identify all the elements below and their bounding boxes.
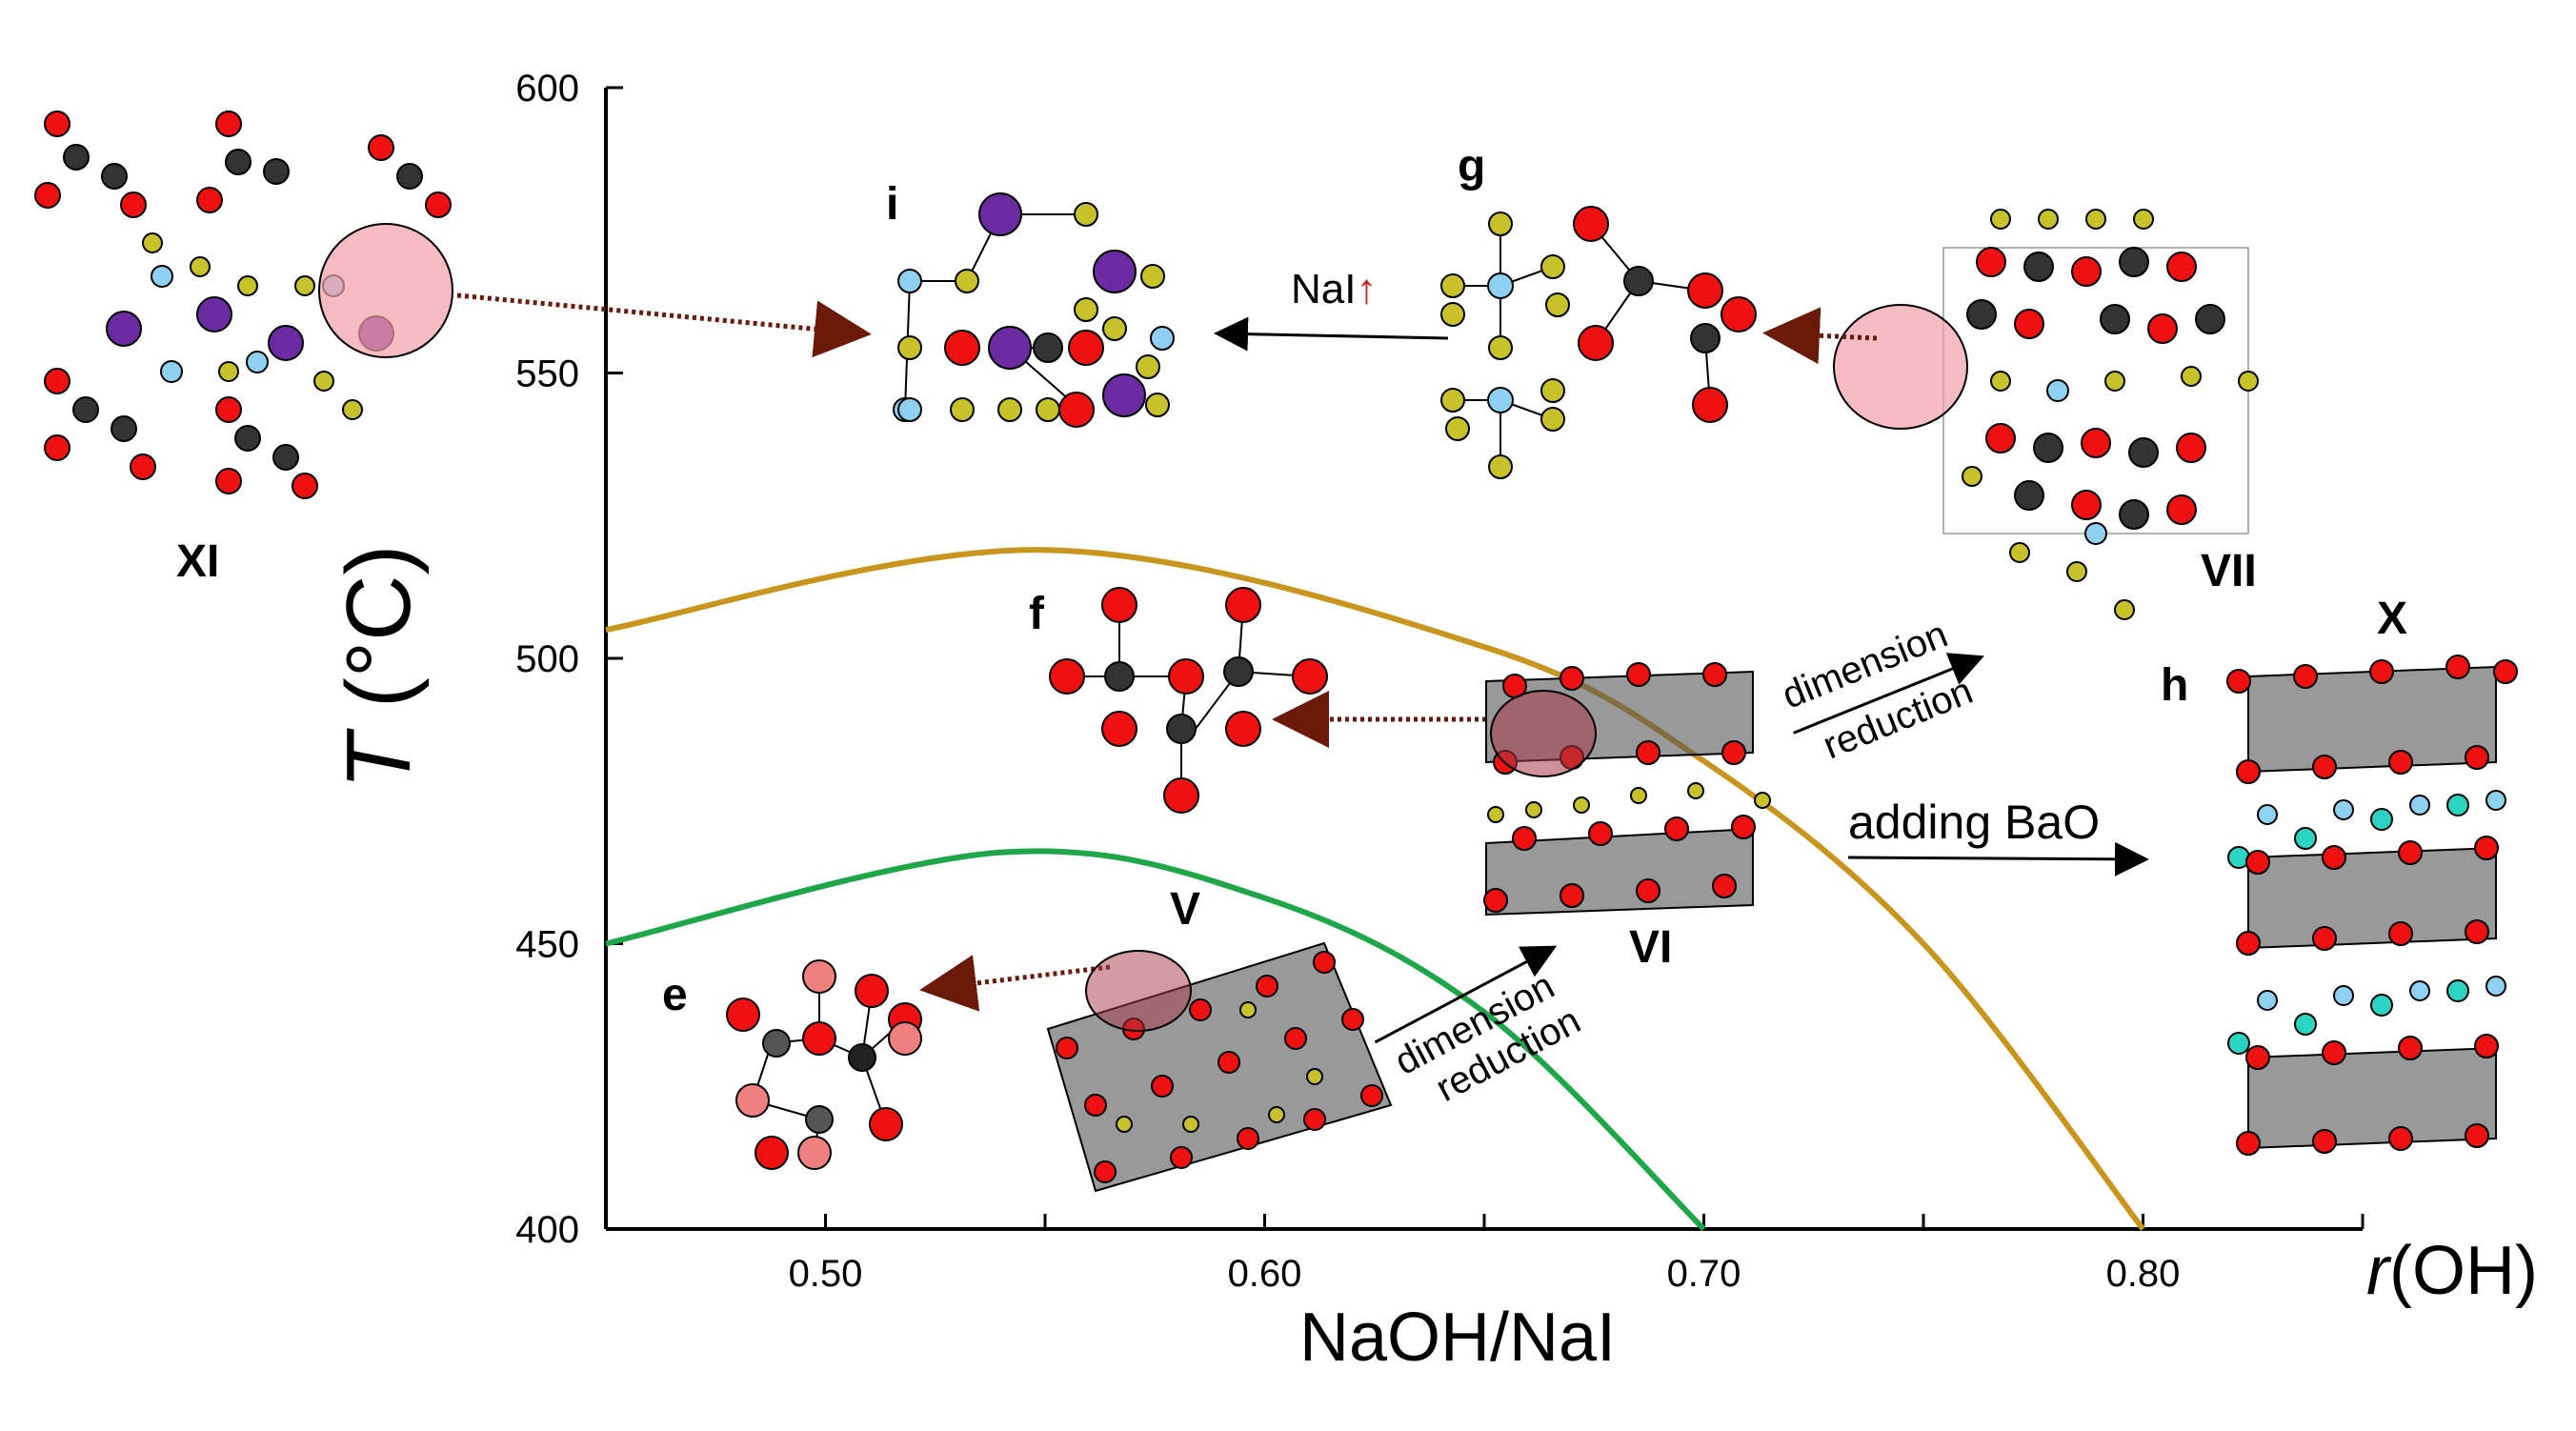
x-tick-label: 0.80 — [2106, 1253, 2181, 1295]
structure-vii: VII — [1833, 209, 2259, 620]
structure-vi: VI — [1483, 662, 1771, 973]
bao-arrow — [1847, 841, 2149, 877]
x-tick-label: 0.50 — [789, 1253, 863, 1295]
nai-annotation: NaI↑ — [1214, 266, 1449, 352]
y-tick-label: 550 — [515, 353, 579, 395]
label-f: f — [1029, 589, 1045, 639]
label-xi: XI — [176, 536, 219, 587]
dimension-reduction-lower: dimension reduction — [1374, 945, 1587, 1110]
dim-lower-arrow — [1374, 945, 1558, 1044]
y-tick-label: 500 — [515, 638, 579, 680]
x-axis-label-right: r(OH) — [2366, 1233, 2538, 1309]
xi-framework — [106, 232, 394, 420]
x-axis-label: NaOH/NaI — [1299, 1300, 1616, 1376]
structure-x: X h — [2161, 594, 2518, 1156]
label-vi: VI — [1629, 922, 1672, 973]
y-axis-label: T (°C) — [328, 545, 430, 790]
fragment-i: i — [886, 179, 1175, 428]
label-v: V — [1170, 884, 1200, 935]
arrow-vii-to-g — [1762, 307, 1878, 365]
xi-carbonate-clusters — [34, 111, 452, 499]
lower-phase-boundary — [605, 848, 1706, 1232]
vi-highlight — [1490, 690, 1597, 777]
label-h: h — [2161, 660, 2188, 711]
y-tick-label: 600 — [515, 68, 579, 110]
nai-arrow — [1214, 316, 1449, 352]
x-ticks: 0.50 0.60 0.70 0.80 — [604, 1214, 2365, 1295]
arrow-v-to-e — [919, 955, 1111, 1012]
v-highlight — [1085, 950, 1192, 1032]
label-i: i — [886, 179, 898, 230]
nai-label: NaI↑ — [1291, 266, 1377, 312]
bao-label: adding BaO — [1848, 796, 2100, 849]
dotted-arrows — [456, 292, 1878, 1012]
fragment-e: e — [662, 959, 922, 1170]
label-x: X — [2377, 594, 2407, 644]
label-e: e — [662, 970, 688, 1020]
structure-v: V — [1046, 884, 1393, 1193]
y-tick-label: 400 — [515, 1209, 579, 1251]
x-tick-label: 0.70 — [1667, 1253, 1741, 1295]
vii-highlight — [1833, 304, 1968, 430]
label-g: g — [1458, 141, 1485, 191]
structure-xi: XI — [34, 111, 453, 587]
fragment-g: g — [1440, 141, 1757, 479]
label-vii: VII — [2201, 546, 2257, 596]
dim-upper-arrow — [1793, 653, 1984, 735]
xi-highlight — [318, 223, 453, 358]
adding-bao: adding BaO — [1847, 796, 2149, 877]
dimension-reduction-upper: dimension reduction — [1777, 614, 1984, 767]
y-tick-label: 450 — [515, 924, 579, 966]
y-ticks: 600 550 500 450 400 — [515, 68, 623, 1251]
fragment-f: f — [1029, 587, 1328, 814]
arrow-xi-to-i — [456, 292, 872, 358]
x-tick-label: 0.60 — [1228, 1253, 1302, 1295]
